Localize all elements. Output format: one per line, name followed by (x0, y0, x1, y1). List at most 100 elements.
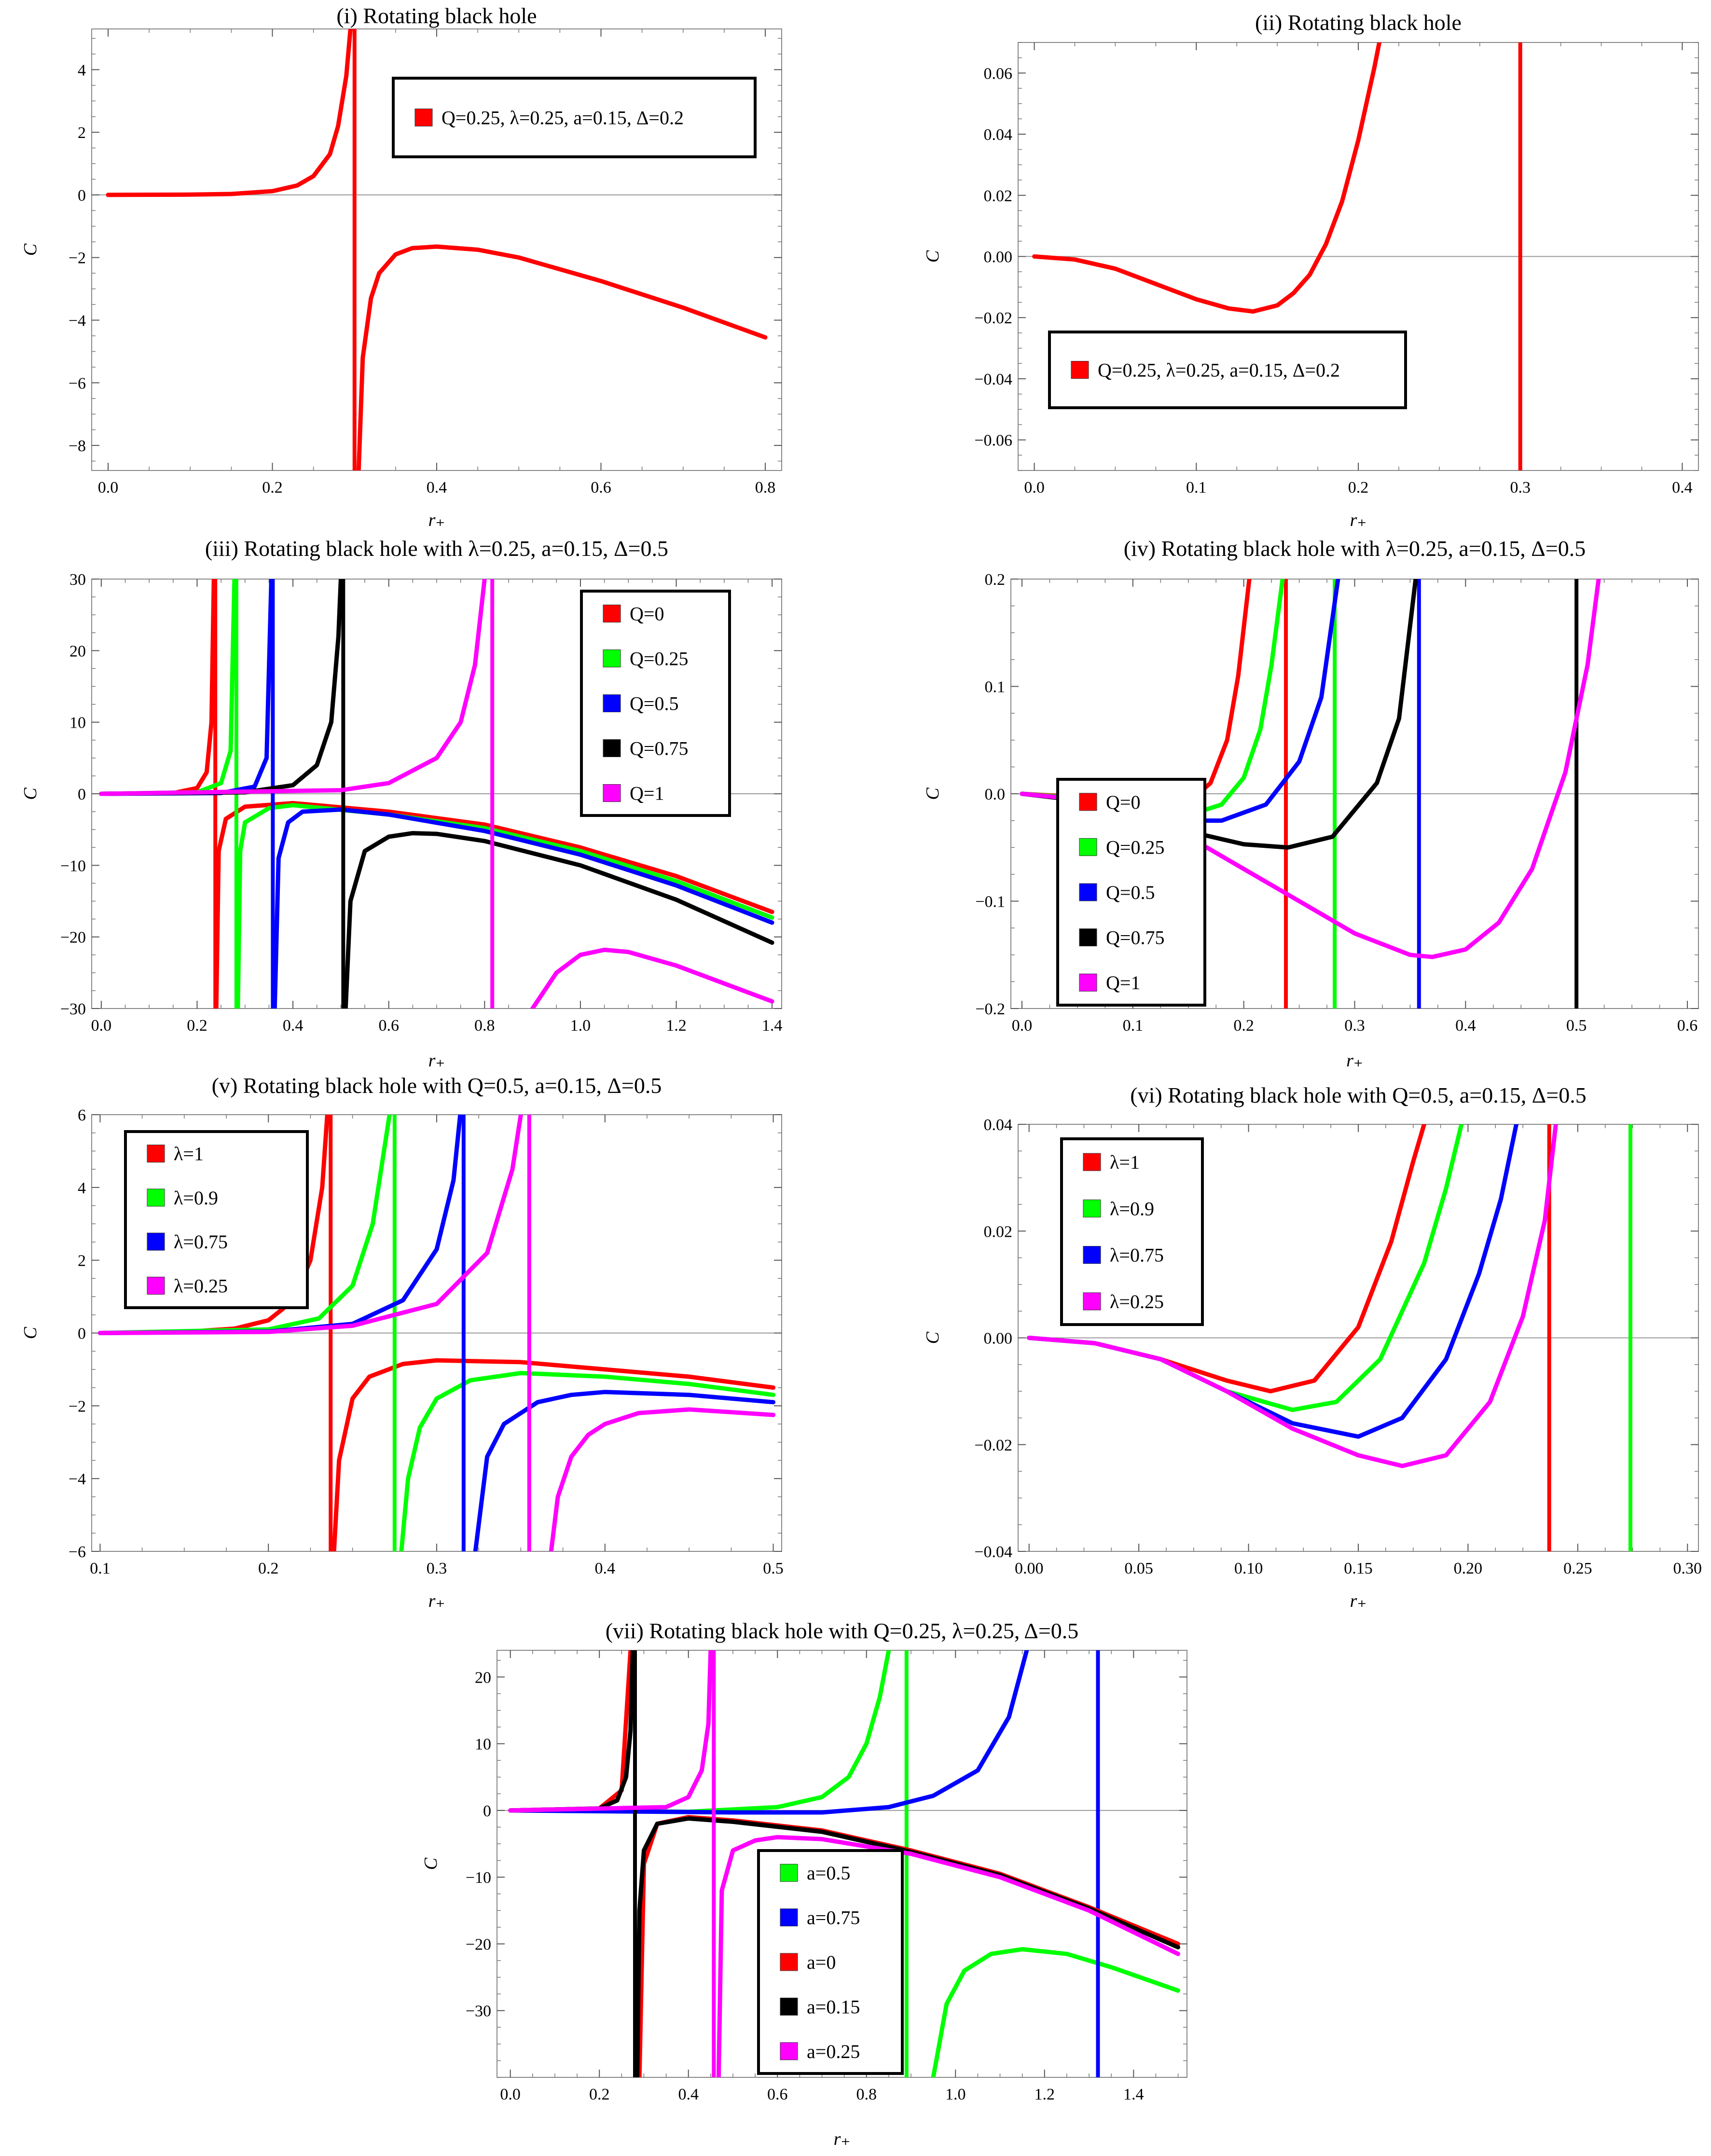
y-tick-label: 2 (78, 124, 86, 142)
y-axis-label: C (421, 1857, 441, 1870)
legend-label: Q=0.5 (1106, 882, 1155, 903)
legend-swatch (603, 650, 621, 667)
y-tick-label: −4 (69, 312, 86, 330)
panel-i: (i) Rotating black hole 0.0 0.2 0.4 0.6 0.8 −8… (20, 3, 782, 530)
x-tick-label: 0.2 (258, 1560, 279, 1577)
legend-swatch (147, 1276, 165, 1295)
y-tick-label: −0.1 (975, 893, 1005, 911)
y-tick-label: 4 (78, 1179, 86, 1197)
x-tick-label: 0.5 (763, 1560, 784, 1577)
legend-swatch (780, 1908, 798, 1927)
y-tick-label: 0 (78, 786, 86, 803)
series-curve-a-0 (508, 1650, 633, 1813)
x-axis-label: r₊ (1346, 1050, 1363, 1071)
x-tick-label: 0.1 (1123, 1017, 1144, 1035)
series-curve-0-9 (399, 1371, 776, 1551)
legend: Q=0 Q=0.25 Q=0.5 Q=0.75 Q=1 (580, 590, 731, 817)
legend-label: Q=0.5 (630, 693, 678, 715)
legend-box (392, 77, 757, 158)
legend-swatch (147, 1145, 165, 1163)
y-tick-label: 10 (69, 714, 86, 732)
x-tick-label: 0.0 (91, 1017, 112, 1035)
x-axis-label: r₊ (834, 2129, 851, 2149)
x-tick-label: 0.2 (187, 1017, 207, 1035)
y-tick-label: 0.02 (984, 1223, 1013, 1241)
x-tick-label: 0.3 (1510, 479, 1531, 497)
x-tick-label: 0.4 (427, 479, 447, 497)
x-tick-label: 0.2 (1348, 479, 1369, 497)
legend-swatch (603, 739, 621, 757)
legend-label: a=0.75 (807, 1907, 860, 1929)
y-tick-label: 0 (78, 1325, 86, 1343)
legend-swatch (147, 1189, 165, 1207)
series-curve-a-0-5 (508, 1650, 891, 1814)
legend-swatch (1079, 883, 1097, 901)
y-tick-label: −4 (69, 1470, 86, 1488)
y-tick-label: 0.06 (984, 65, 1013, 83)
y-tick-label: 20 (475, 1669, 491, 1686)
legend-label: Q=1 (1106, 972, 1140, 994)
legend-swatch (1079, 838, 1097, 856)
panel-v: (v) Rotating black hole with Q=0.5, a=0.… (20, 1073, 784, 1611)
y-tick-label: −2 (69, 1397, 86, 1415)
chart-title: (i) Rotating black hole (336, 3, 537, 28)
x-tick-label: 0.6 (767, 2086, 788, 2103)
y-tick-label: −0.04 (974, 371, 1012, 388)
y-axis-label: C (923, 250, 943, 263)
chart-title: (iv) Rotating black hole with λ=0.25, a=… (1124, 536, 1586, 561)
y-tick-label: 0.00 (984, 1330, 1013, 1348)
series-curve-q-0 (99, 579, 216, 796)
x-tick-label: 1.0 (570, 1017, 591, 1035)
legend-label: Q=1 (630, 783, 664, 804)
y-tick-label: 10 (475, 1736, 491, 1754)
series-curve-a-0-25 (508, 1650, 713, 1813)
x-tick-label: 0.30 (1673, 1560, 1702, 1577)
y-tick-label: 0.1 (985, 678, 1006, 696)
legend-swatch (780, 1997, 798, 2016)
legend: a=0.5 a=0.75 a=0 a=0.15 a=0.25 (757, 1849, 904, 2075)
x-tick-label: 0.5 (1566, 1017, 1587, 1035)
series-curve-a-0-75 (508, 1650, 1029, 1815)
y-axis-label: C (20, 243, 41, 256)
legend-swatch (1083, 1153, 1101, 1171)
legend-swatch (603, 784, 621, 802)
x-tick-label: 0.4 (1672, 479, 1693, 497)
plot-frame (497, 1650, 1187, 2078)
legend-label: Q=0.75 (630, 738, 688, 760)
series-curve-0-25 (549, 1407, 776, 1551)
plot-area (1032, 42, 1522, 470)
series-curve-0-75 (473, 1390, 776, 1551)
y-tick-label: −0.02 (974, 1437, 1012, 1454)
series-curve-a-0-25 (716, 1835, 1180, 2077)
y-tick-label: −0.2 (975, 1000, 1005, 1018)
x-axis-label: r₊ (428, 510, 445, 530)
y-tick-label: −30 (60, 1000, 86, 1018)
x-tick-label: 0.3 (1344, 1017, 1365, 1035)
y-tick-label: 0.04 (984, 126, 1013, 144)
panel-iv: (iv) Rotating black hole with λ=0.25, a=… (923, 536, 1699, 1071)
plot-area (1027, 1124, 1632, 1551)
legend-box (1048, 331, 1407, 409)
y-tick-label: 0.02 (984, 187, 1013, 205)
chart-title: (iii) Rotating black hole with λ=0.25, a… (205, 536, 668, 561)
x-axis-label: r₊ (428, 1050, 445, 1071)
legend: λ=1 λ=0.9 λ=0.75 λ=0.25 (1060, 1137, 1204, 1326)
legend-label: λ=0.75 (174, 1231, 228, 1253)
y-axis-label: C (20, 788, 41, 800)
y-tick-label: 0.0 (985, 786, 1006, 803)
series-curve-0-25 (97, 1115, 523, 1335)
y-tick-label: −0.06 (974, 432, 1012, 450)
legend-label: λ=0.9 (1110, 1198, 1154, 1219)
x-tick-label: 0.0 (1012, 1017, 1033, 1035)
x-tick-label: 0.6 (1677, 1017, 1698, 1035)
series-curve-a-0-5 (931, 1947, 1180, 2077)
panel-iii: (iii) Rotating black hole with λ=0.25, a… (20, 536, 782, 1071)
y-tick-label: −20 (60, 929, 86, 947)
chart-title: (vii) Rotating black hole with Q=0.25, λ… (606, 1618, 1079, 1643)
series-curve-0-25 (1027, 1124, 1558, 1468)
x-tick-label: 1.4 (762, 1017, 783, 1035)
legend-label: Q=0.75 (1106, 927, 1164, 949)
y-tick-label: 2 (78, 1252, 86, 1270)
legend-swatch (414, 109, 433, 126)
x-tick-label: 0.8 (474, 1017, 495, 1035)
